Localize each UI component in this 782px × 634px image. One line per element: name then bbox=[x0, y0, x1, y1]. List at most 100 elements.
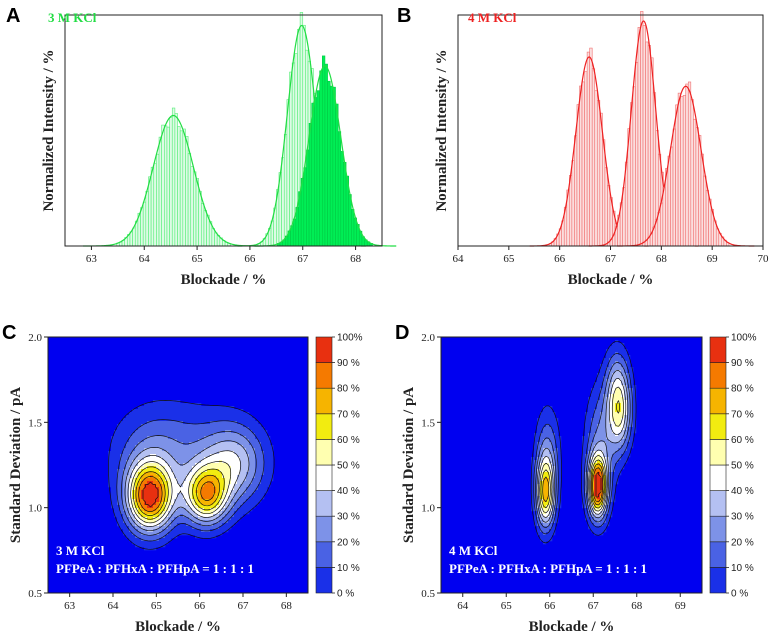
heatmap-cell bbox=[237, 478, 241, 482]
heatmap-cell bbox=[201, 445, 205, 449]
heatmap-cell bbox=[600, 382, 604, 386]
heatmap-cell bbox=[222, 415, 226, 419]
heatmap-cell bbox=[180, 520, 184, 524]
heatmap-cell bbox=[183, 514, 187, 518]
heatmap-cell bbox=[618, 445, 622, 449]
heatmap-cell bbox=[135, 424, 139, 428]
heatmap-cell bbox=[228, 406, 232, 410]
heatmap-cell bbox=[258, 430, 262, 434]
heatmap-cell bbox=[255, 433, 259, 437]
heatmap-cell bbox=[219, 487, 223, 491]
heatmap-cell bbox=[123, 505, 127, 509]
heatmap-cell bbox=[180, 415, 184, 419]
heatmap-cell bbox=[141, 409, 145, 413]
heatmap-cell bbox=[219, 481, 223, 485]
heatmap-cell bbox=[189, 424, 193, 428]
heatmap-cell bbox=[159, 445, 163, 449]
heatmap-cell bbox=[549, 481, 553, 485]
heatmap-cell bbox=[558, 466, 562, 470]
heatmap-cell bbox=[159, 448, 163, 452]
heatmap-cell bbox=[537, 460, 541, 464]
heatmap-cell bbox=[240, 490, 244, 494]
heatmap-cell bbox=[183, 406, 187, 410]
heatmap-cell bbox=[591, 400, 595, 404]
heatmap-cell bbox=[597, 400, 601, 404]
heatmap-cell bbox=[249, 478, 253, 482]
heatmap-cell bbox=[222, 529, 226, 533]
heatmap-cell bbox=[240, 496, 244, 500]
heatmap-cell bbox=[627, 406, 631, 410]
heatmap-cell bbox=[156, 436, 160, 440]
heatmap-cell bbox=[258, 448, 262, 452]
heatmap-cell bbox=[186, 481, 190, 485]
heatmap-cell bbox=[201, 448, 205, 452]
heatmap-cell bbox=[162, 520, 166, 524]
heatmap-cell bbox=[534, 502, 538, 506]
heatmap-cell bbox=[621, 463, 625, 467]
heatmap-cell bbox=[171, 454, 175, 458]
heatmap-cell bbox=[552, 457, 556, 461]
heatmap-cell bbox=[624, 367, 628, 371]
heatmap-cell bbox=[612, 430, 616, 434]
heatmap-cell bbox=[162, 493, 166, 497]
histogram-bar bbox=[311, 102, 315, 247]
heatmap-cell bbox=[549, 427, 553, 431]
heatmap-cell bbox=[138, 496, 142, 500]
heatmap-cell bbox=[612, 397, 616, 401]
heatmap-cell bbox=[534, 472, 538, 476]
heatmap-cell bbox=[117, 484, 121, 488]
heatmap-cell bbox=[597, 403, 601, 407]
heatmap-cell bbox=[165, 451, 169, 455]
heatmap-cell bbox=[594, 448, 598, 452]
heatmap-cell bbox=[177, 448, 181, 452]
heatmap-cell bbox=[183, 424, 187, 428]
heatmap-cell bbox=[207, 526, 211, 530]
heatmap-cell bbox=[255, 478, 259, 482]
heatmap-cell bbox=[141, 472, 145, 476]
heatmap-cell bbox=[126, 454, 130, 458]
heatmap-cell bbox=[186, 505, 190, 509]
heatmap-cell bbox=[153, 442, 157, 446]
heatmap-cell bbox=[585, 418, 589, 422]
heatmap-cell bbox=[597, 373, 601, 377]
heatmap-cell bbox=[231, 475, 235, 479]
heatmap-cell bbox=[219, 457, 223, 461]
heatmap-cell bbox=[147, 544, 151, 548]
heatmap-cell bbox=[591, 388, 595, 392]
heatmap-cell bbox=[240, 475, 244, 479]
heatmap-cell bbox=[546, 520, 550, 524]
x-tick-label: 63 bbox=[64, 600, 76, 612]
heatmap-cell bbox=[231, 457, 235, 461]
heatmap-cell bbox=[174, 436, 178, 440]
heatmap-cell bbox=[225, 523, 229, 527]
heatmap-cell bbox=[222, 511, 226, 515]
heatmap-cell bbox=[252, 463, 256, 467]
histogram-bar bbox=[705, 189, 709, 247]
heatmap-cell bbox=[210, 418, 214, 422]
histogram-bar bbox=[292, 218, 297, 247]
heatmap-cell bbox=[597, 418, 601, 422]
heatmap-cell bbox=[588, 406, 592, 410]
heatmap-cell bbox=[246, 421, 250, 425]
heatmap-cell bbox=[201, 520, 205, 524]
heatmap-cell bbox=[213, 457, 217, 461]
heatmap-cell bbox=[594, 421, 598, 425]
heatmap-cell bbox=[615, 412, 619, 416]
heatmap-cell bbox=[243, 475, 247, 479]
heatmap-cell bbox=[180, 475, 184, 479]
heatmap-cell bbox=[591, 427, 595, 431]
colorbar: 100%90 %80 %70 %60 %50 %40 %30 %20 %10 %… bbox=[315, 333, 363, 600]
x-tick-label: 70 bbox=[758, 253, 770, 265]
heatmap-cell bbox=[120, 424, 124, 428]
heatmap-cell bbox=[543, 478, 547, 482]
heatmap-cell bbox=[606, 520, 610, 524]
heatmap-cell bbox=[192, 457, 196, 461]
heatmap-cell bbox=[198, 520, 202, 524]
heatmap-cell bbox=[597, 517, 601, 521]
heatmap-cell bbox=[228, 445, 232, 449]
heatmap-cell bbox=[132, 457, 136, 461]
heatmap-cell bbox=[591, 514, 595, 518]
heatmap-cell bbox=[114, 496, 118, 500]
heatmap-cell bbox=[606, 517, 610, 521]
heatmap-cell bbox=[177, 451, 181, 455]
